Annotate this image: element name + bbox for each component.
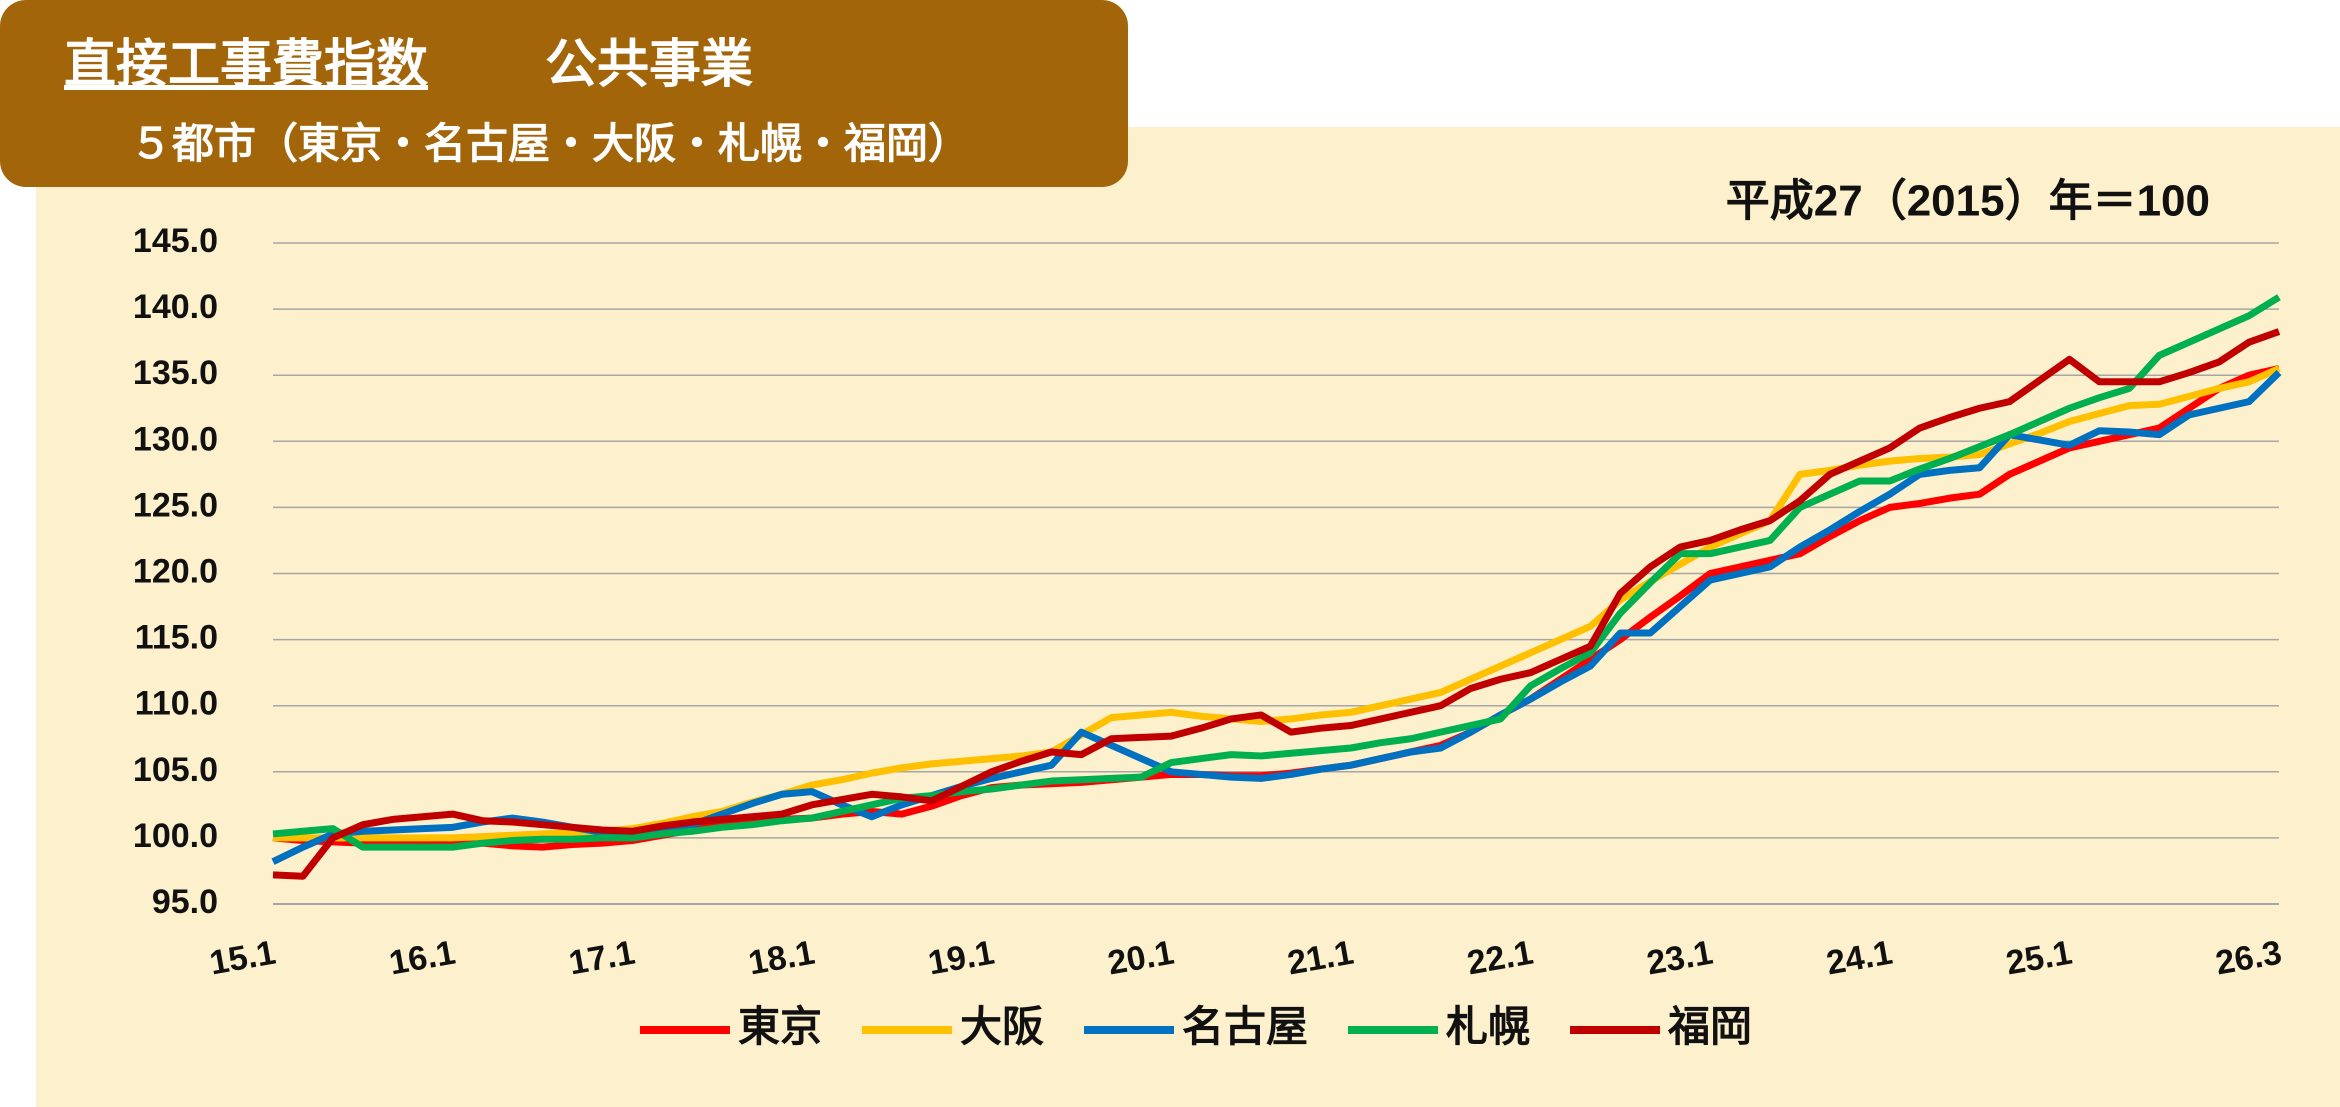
legend-label: 名古屋 — [1182, 1003, 1308, 1050]
x-tick-label: 17.1 — [566, 934, 638, 983]
legend-label: 札幌 — [1446, 1003, 1530, 1050]
y-tick-label: 145.0 — [133, 222, 218, 260]
x-tick-label: 25.1 — [2003, 934, 2075, 983]
y-tick-label: 100.0 — [133, 817, 218, 855]
legend-label: 東京 — [738, 1003, 822, 1050]
y-tick-label: 115.0 — [135, 619, 218, 657]
x-tick-label: 20.1 — [1105, 934, 1177, 983]
header: 直接工事費指数 公共事業 ５都市（東京・名古屋・大阪・札幌・福岡） — [0, 0, 1128, 187]
chart-title: 直接工事費指数 — [64, 35, 429, 95]
panel — [36, 127, 2340, 1107]
series-line — [272, 328, 2281, 880]
x-tick-label: 24.1 — [1824, 934, 1896, 983]
annotation: 平成27（2015）年＝100 — [1726, 177, 2210, 226]
x-tick-label: 16.1 — [386, 934, 458, 983]
x-tick-label: 21.1 — [1285, 934, 1357, 983]
y-tick-label: 110.0 — [135, 685, 218, 723]
title-note: 公共事業 — [545, 35, 754, 95]
y-tick-label: 130.0 — [133, 420, 218, 458]
x-tick-label: 19.1 — [925, 934, 997, 983]
series-line — [272, 294, 2281, 851]
x-tick-label: 22.1 — [1464, 934, 1536, 983]
y-tick-label: 135.0 — [133, 354, 218, 392]
series-line — [273, 365, 2281, 842]
y-tick-label: 95.0 — [152, 883, 218, 921]
legend-label: 大阪 — [960, 1003, 1044, 1050]
y-tick-label: 105.0 — [133, 751, 218, 789]
legend-label: 福岡 — [1667, 1003, 1752, 1050]
subtitle: ５都市（東京・名古屋・大阪・札幌・福岡） — [130, 119, 971, 168]
y-tick-label: 120.0 — [133, 552, 218, 590]
x-tick-label: 18.1 — [746, 934, 818, 983]
x-tick-label: 26.3 — [2213, 934, 2285, 983]
y-tick-label: 140.0 — [133, 288, 218, 326]
x-tick-label: 15.1 — [207, 934, 279, 983]
x-tick-label: 23.1 — [1644, 934, 1716, 983]
y-tick-label: 125.0 — [133, 486, 218, 524]
legend: 東京 大阪 名古屋 札幌 福岡 — [639, 1003, 1752, 1050]
